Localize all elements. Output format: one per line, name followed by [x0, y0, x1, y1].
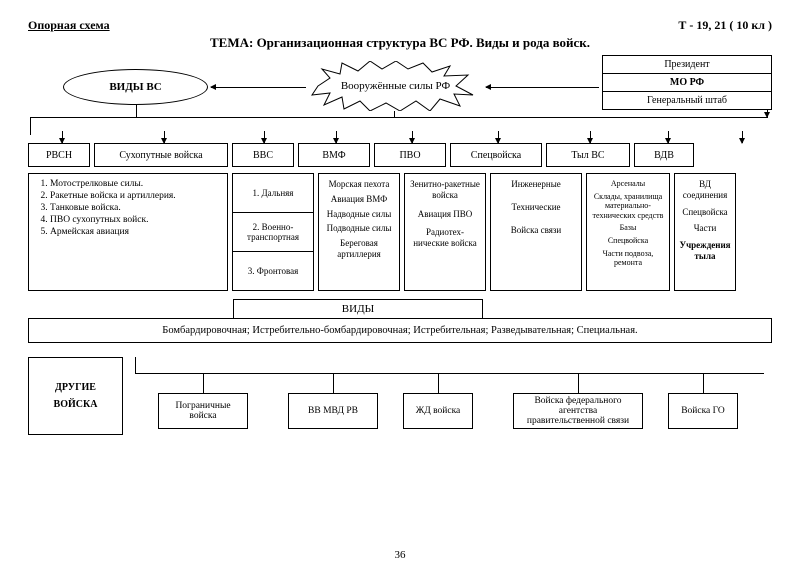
bus-drop — [767, 110, 768, 117]
branch-cell: ВДВ — [634, 143, 694, 167]
ellipse-vidy: ВИДЫ ВС — [63, 69, 208, 105]
bottom-feed — [135, 357, 136, 373]
rs-president: Президент — [603, 56, 771, 73]
bottom-box: Войска ГО — [668, 393, 738, 429]
bottom-left: ДРУГИЕ ВОЙСКА — [28, 357, 123, 435]
bottom-box: ЖД войска — [403, 393, 473, 429]
bottom-right: Пограничные войска ВВ МВД РВ ЖД войска Войс… — [123, 357, 772, 435]
cloud-label: Вооружённые силы РФ — [341, 80, 450, 92]
detail-cell: Морская пехотаАвиация ВМФНадводные силыП… — [318, 173, 400, 291]
detail-cell: АрсеналыСклады, хранилища материально-те… — [586, 173, 670, 291]
detail-cell: Мотострелковые силы.Ракетные войска и ар… — [28, 173, 228, 291]
header: Опорная схема Т - 19, 21 ( 10 кл ) — [28, 18, 772, 33]
branch-cell: ВМФ — [298, 143, 370, 167]
bottom-wrap: ДРУГИЕ ВОЙСКА Пограничные войска ВВ МВД Р… — [28, 357, 772, 435]
header-right: Т - 19, 21 ( 10 кл ) — [678, 18, 772, 33]
right-stack: Президент МО РФ Генеральный штаб — [602, 55, 772, 110]
header-left: Опорная схема — [28, 18, 110, 33]
rs-genstaff: Генеральный штаб — [603, 91, 771, 109]
page-number: 36 — [0, 549, 800, 561]
cloud-center: Вооружённые силы РФ — [308, 61, 483, 111]
ellipse-drop — [136, 105, 137, 117]
branch-row: РВСНСухопутные войскаВВСВМФПВОСпецвойска… — [28, 143, 772, 167]
bottom-box: ВВ МВД РВ — [288, 393, 378, 429]
long-box: Бомбардировочная; Истребительно-бомбарди… — [28, 318, 772, 343]
vidy-label: ВИДЫ — [233, 299, 483, 318]
top-area: ВИДЫ ВС Вооружённые силы РФ Президент МО… — [28, 55, 772, 125]
branch-cell: Сухопутные войска — [94, 143, 228, 167]
detail-row: Мотострелковые силы.Ракетные войска и ар… — [28, 173, 772, 291]
detail-cell: ИнженерныеТехническиеВойска связи — [490, 173, 582, 291]
branch-cell: РВСН — [28, 143, 90, 167]
bus-line — [30, 117, 768, 118]
branch-cell: Спецвойска — [450, 143, 542, 167]
bottom-bus — [135, 373, 764, 374]
detail-cell: ВД соединенияСпецвойскаЧастиУчреждения т… — [674, 173, 736, 291]
bottom-box: Пограничные войска — [158, 393, 248, 429]
detail-cell: 1. Дальняя2. Военно-транспортная3. Фронт… — [232, 173, 314, 291]
page-title: ТЕМА: Организационная структура ВС РФ. В… — [28, 35, 772, 51]
connector — [211, 87, 306, 88]
rs-mo: МО РФ — [603, 73, 771, 91]
detail-cell: Зенитно-ракетные войскаАвиация ПВОРадиот… — [404, 173, 486, 291]
connector — [486, 87, 599, 88]
bottom-box: Войска федерального агентства правительс… — [513, 393, 643, 429]
branch-cell: Тыл ВС — [546, 143, 630, 167]
arrow-strip — [28, 131, 772, 143]
branch-cell: ВВС — [232, 143, 294, 167]
branch-cell: ПВО — [374, 143, 446, 167]
